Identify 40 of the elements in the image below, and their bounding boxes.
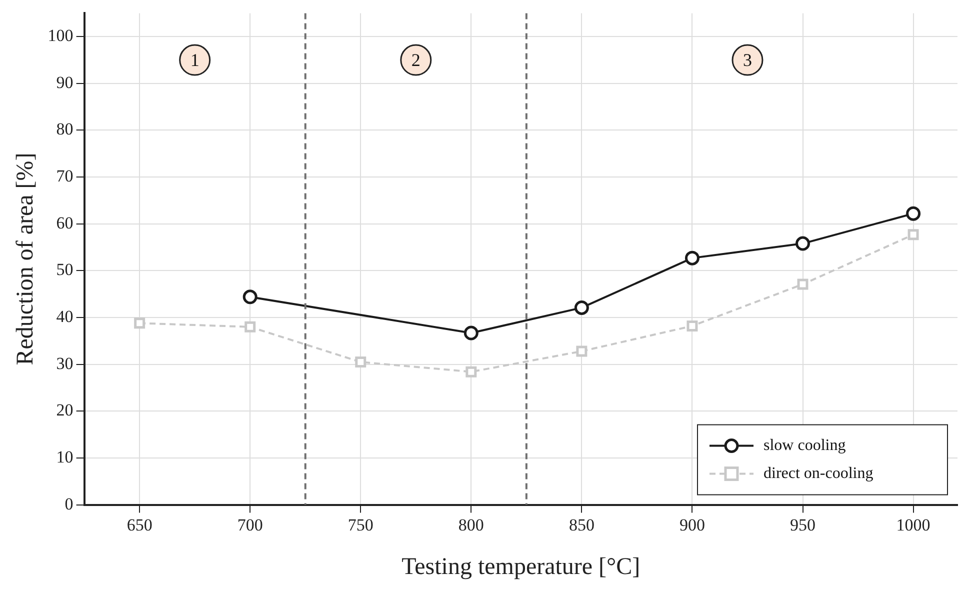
x-tick-label: 850 bbox=[568, 515, 594, 534]
x-tick-label: 650 bbox=[126, 515, 152, 534]
y-tick-label: 40 bbox=[56, 306, 74, 326]
point bbox=[906, 206, 921, 221]
x-tick-label: 800 bbox=[458, 515, 484, 534]
point bbox=[686, 320, 698, 332]
y-axis-title: Reduction of area [%] bbox=[12, 152, 39, 366]
point bbox=[466, 366, 477, 378]
point bbox=[242, 290, 258, 304]
annotation: 1 bbox=[190, 50, 200, 70]
point bbox=[576, 346, 588, 357]
y-tick-label: 20 bbox=[56, 400, 74, 420]
point bbox=[797, 278, 808, 290]
legend-label: direct on-cooling bbox=[764, 465, 874, 482]
point bbox=[908, 229, 919, 240]
x-tick-label: 700 bbox=[237, 515, 263, 534]
y-tick-label: 80 bbox=[56, 120, 74, 139]
x-tick-label: 900 bbox=[679, 515, 705, 534]
point bbox=[464, 326, 478, 340]
x-tick-label: 950 bbox=[790, 515, 816, 534]
y-tick-label: 100 bbox=[48, 26, 74, 46]
point bbox=[574, 300, 589, 315]
annotation: 2 bbox=[411, 50, 420, 70]
x-tick-label: 1000 bbox=[896, 515, 930, 534]
annotation: 3 bbox=[742, 50, 752, 70]
y-tick-label: 10 bbox=[56, 447, 74, 466]
x-axis-title: Testing temperature [°C] bbox=[402, 554, 640, 580]
y-tick-label: 0 bbox=[64, 494, 74, 514]
x-tick-label: 750 bbox=[348, 515, 374, 534]
y-tick-label: 90 bbox=[56, 72, 74, 92]
point bbox=[134, 318, 146, 329]
point bbox=[796, 236, 810, 251]
point bbox=[684, 250, 700, 266]
y-tick-label: 30 bbox=[56, 354, 74, 373]
legend-label: slow cooling bbox=[764, 437, 846, 454]
y-tick-label: 70 bbox=[56, 166, 74, 186]
y-tick-label: 60 bbox=[56, 213, 74, 232]
y-tick-label: 50 bbox=[56, 260, 74, 280]
point bbox=[355, 356, 366, 368]
point bbox=[244, 321, 256, 332]
